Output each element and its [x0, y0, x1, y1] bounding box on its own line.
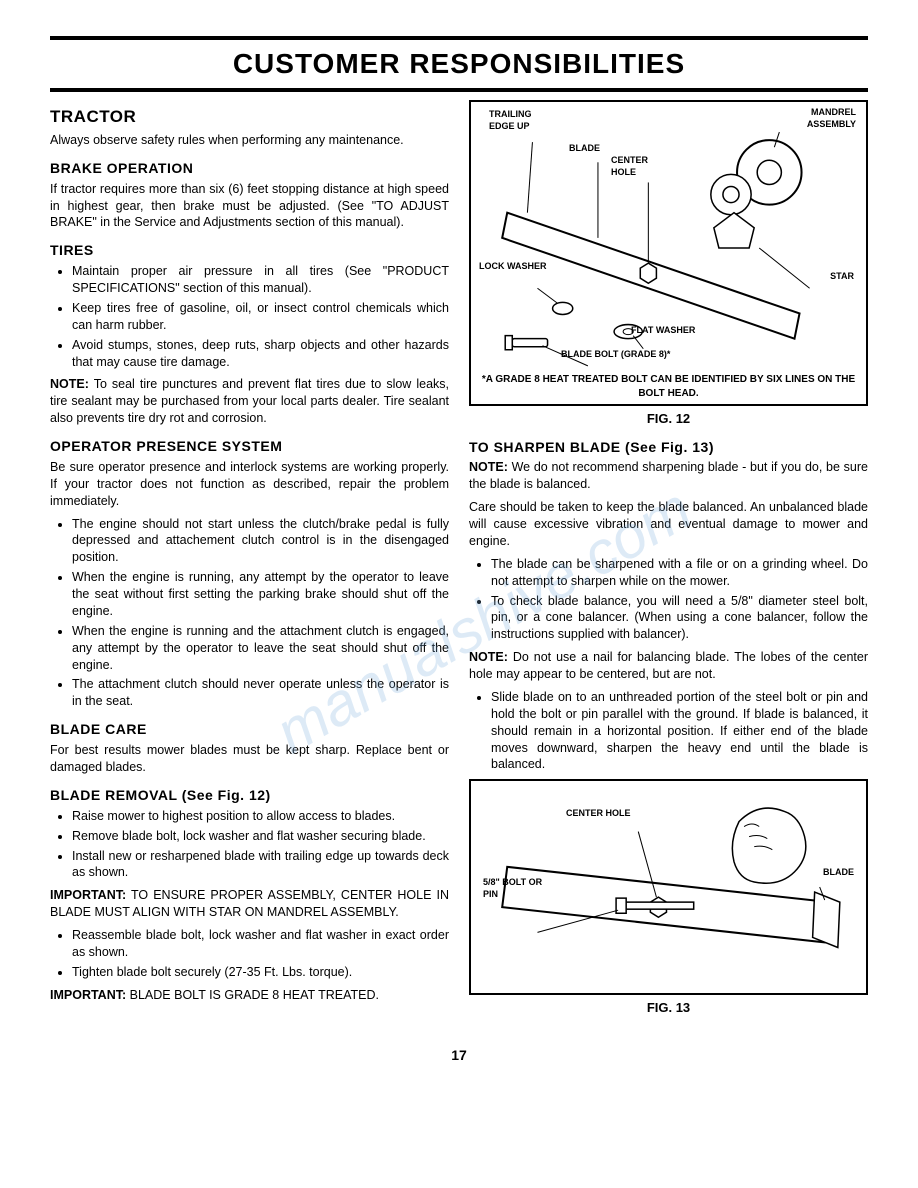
right-column: TRAILING EDGE UP MANDREL ASSEMBLY BLADE …	[469, 100, 868, 1027]
list-item: Install new or resharpened blade with tr…	[72, 848, 449, 882]
brake-text: If tractor requires more than six (6) fe…	[50, 181, 449, 232]
rule-top	[50, 36, 868, 40]
note-label: NOTE:	[469, 460, 508, 474]
tires-note: NOTE: To seal tire punctures and prevent…	[50, 376, 449, 427]
list-item: Remove blade bolt, lock washer and flat …	[72, 828, 449, 845]
note-text: Do not use a nail for balancing blade. T…	[469, 650, 868, 681]
list-item: Keep tires free of gasoline, oil, or ins…	[72, 300, 449, 334]
ops-heading: OPERATOR PRESENCE SYSTEM	[50, 437, 449, 456]
list-item: Slide blade on to an unthreaded portion …	[491, 689, 868, 773]
fig13-label-center: CENTER HOLE	[566, 807, 631, 819]
list-item: Avoid stumps, stones, deep ruts, sharp o…	[72, 337, 449, 371]
note-text: To seal tire punctures and prevent flat …	[50, 377, 449, 425]
fig12-footnote: *A GRADE 8 HEAT TREATED BOLT CAN BE IDEN…	[471, 373, 866, 400]
sharpen-note2: NOTE: Do not use a nail for balancing bl…	[469, 649, 868, 683]
note-text: We do not recommend sharpening blade - b…	[469, 460, 868, 491]
sharpen-list2: Slide blade on to an unthreaded portion …	[469, 689, 868, 773]
fig12-caption: FIG. 12	[469, 410, 868, 428]
fig12-label-lock: LOCK WASHER	[479, 260, 547, 272]
bladecare-text: For best results mower blades must be ke…	[50, 742, 449, 776]
list-item: Raise mower to highest position to allow…	[72, 808, 449, 825]
tractor-heading: TRACTOR	[50, 106, 449, 129]
tractor-intro: Always observe safety rules when perform…	[50, 132, 449, 149]
removal-heading: BLADE REMOVAL (See Fig. 12)	[50, 786, 449, 805]
fig13-label-bolt: 5/8" BOLT OR PIN	[483, 876, 543, 900]
sharpen-para: Care should be taken to keep the blade b…	[469, 499, 868, 550]
important-label: IMPORTANT:	[50, 988, 126, 1002]
fig12-label-mandrel: MANDREL ASSEMBLY	[791, 106, 856, 130]
fig13-label-blade: BLADE	[823, 866, 854, 878]
tires-list: Maintain proper air pressure in all tire…	[50, 263, 449, 370]
removal-important1: IMPORTANT: TO ENSURE PROPER ASSEMBLY, CE…	[50, 887, 449, 921]
figure-12-box: TRAILING EDGE UP MANDREL ASSEMBLY BLADE …	[469, 100, 868, 406]
sharpen-list1: The blade can be sharpened with a file o…	[469, 556, 868, 643]
list-item: When the engine is running, any attempt …	[72, 569, 449, 620]
list-item: The attachment clutch should never opera…	[72, 676, 449, 710]
list-item: To check blade balance, you will need a …	[491, 593, 868, 644]
ops-intro: Be sure operator presence and interlock …	[50, 459, 449, 510]
fig12-label-bolt: BLADE BOLT (GRADE 8)*	[561, 348, 670, 360]
bladecare-heading: BLADE CARE	[50, 720, 449, 739]
sharpen-heading: TO SHARPEN BLADE (See Fig. 13)	[469, 438, 868, 457]
list-item: When the engine is running and the attac…	[72, 623, 449, 674]
page-title: CUSTOMER RESPONSIBILITIES	[50, 48, 868, 80]
fig12-label-blade: BLADE	[569, 142, 600, 154]
brake-heading: BRAKE OPERATION	[50, 159, 449, 178]
ops-list: The engine should not start unless the c…	[50, 516, 449, 711]
rule-bottom	[50, 88, 868, 92]
fig13-caption: FIG. 13	[469, 999, 868, 1017]
list-item: Reassemble blade bolt, lock washer and f…	[72, 927, 449, 961]
note-label: NOTE:	[469, 650, 508, 664]
list-item: Maintain proper air pressure in all tire…	[72, 263, 449, 297]
fig12-label-center: CENTER HOLE	[611, 154, 661, 178]
removal-list1: Raise mower to highest position to allow…	[50, 808, 449, 882]
fig12-label-trailing: TRAILING EDGE UP	[489, 108, 549, 132]
sharpen-note1: NOTE: We do not recommend sharpening bla…	[469, 459, 868, 493]
fig12-label-star: STAR	[830, 270, 854, 282]
note-label: NOTE:	[50, 377, 89, 391]
fig12-label-flat: FLAT WASHER	[631, 324, 695, 336]
important-label: IMPORTANT:	[50, 888, 126, 902]
list-item: The blade can be sharpened with a file o…	[491, 556, 868, 590]
list-item: The engine should not start unless the c…	[72, 516, 449, 567]
tires-heading: TIRES	[50, 241, 449, 260]
removal-list2: Reassemble blade bolt, lock washer and f…	[50, 927, 449, 981]
removal-important2: IMPORTANT: BLADE BOLT IS GRADE 8 HEAT TR…	[50, 987, 449, 1004]
figure-13-box: CENTER HOLE 5/8" BOLT OR PIN BLADE	[469, 779, 868, 995]
list-item: Tighten blade bolt securely (27-35 Ft. L…	[72, 964, 449, 981]
important-text: BLADE BOLT IS GRADE 8 HEAT TREATED.	[130, 988, 379, 1002]
left-column: TRACTOR Always observe safety rules when…	[50, 100, 449, 1027]
page-number: 17	[50, 1047, 868, 1063]
